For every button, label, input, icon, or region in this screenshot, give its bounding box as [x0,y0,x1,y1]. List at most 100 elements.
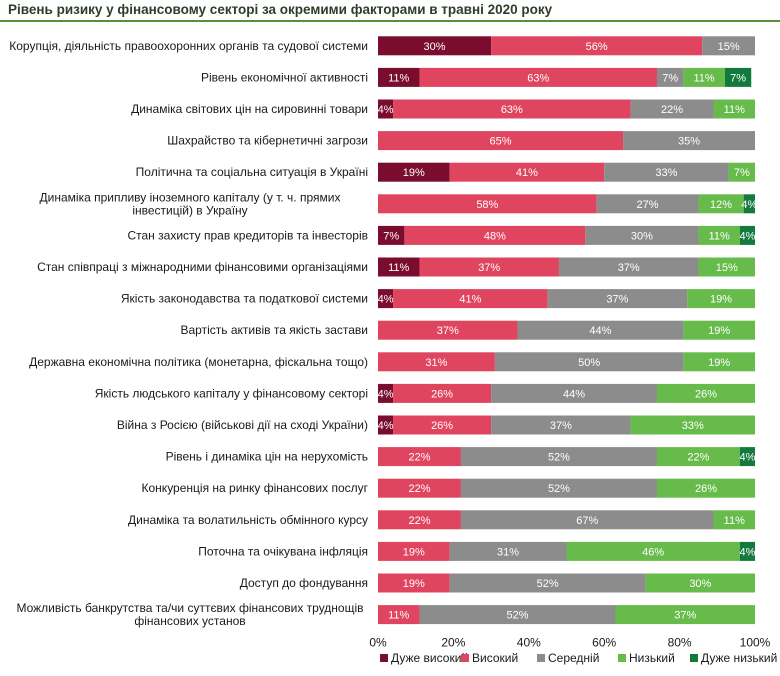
bar-segment [393,383,492,403]
bar-segment [724,67,752,87]
data-label: 37% [550,420,572,432]
data-label: 26% [431,420,453,432]
bar-segment [698,194,744,214]
data-label: 30% [424,41,446,53]
category-label: Вартість активів та якість застави [181,323,369,337]
data-label: 22% [687,452,709,464]
x-tick-label: 100% [740,635,771,649]
bar-segment [687,289,755,309]
data-label: 44% [589,325,611,337]
bar-segment [393,99,631,119]
bar-segment [378,541,450,561]
data-label: 27% [637,199,659,211]
data-label: 15% [716,262,738,274]
bar-segment [656,447,740,467]
bar-segment [630,99,714,119]
data-label: 4% [378,294,394,306]
bar-segment [698,225,740,245]
data-label: 48% [484,230,506,242]
data-label: 22% [408,515,430,527]
data-label: 30% [631,230,653,242]
data-label: 44% [563,388,585,400]
bar-segment [378,257,420,277]
bar-segment [378,289,394,309]
bar-segment [378,194,597,214]
data-label: 19% [708,325,730,337]
data-label: 41% [516,167,538,179]
x-axis: 0% 20% 40% 60% 80% 100% [369,635,770,649]
bar-segment [739,447,755,467]
bar-segment [656,67,684,87]
legend-swatch [690,654,698,662]
bar-segment [378,478,461,498]
data-label: 4% [740,546,756,558]
data-label: 11% [724,104,745,116]
bar-segment [645,573,755,593]
bar-segment [378,352,495,372]
category-label: Державна економічна політика (монетарна,… [29,355,368,369]
bar-segment [460,510,714,530]
bar-segment [419,257,559,277]
data-label: 4% [741,199,757,211]
legend-entry: Низький [629,651,675,665]
data-label: 19% [710,294,732,306]
bar-segment [698,257,755,277]
x-tick-label: 60% [592,635,616,649]
bar-segment [683,67,725,87]
bar-segment [702,36,755,56]
category-label: Можливість банкрутства та/чи суттєвих фі… [16,601,363,628]
bar-segment [656,383,755,403]
data-label: 19% [708,357,730,369]
x-tick-label: 80% [668,635,692,649]
legend-entry: Дуже високий [391,651,468,665]
bar-segment [683,320,755,340]
bar-segment [378,447,461,467]
data-label: 4% [378,420,394,432]
bar-segment [491,383,657,403]
data-label: 4% [378,388,394,400]
bar-segment [393,289,548,309]
data-label: 19% [403,167,425,179]
data-label: 22% [661,104,683,116]
bar-segment [491,36,703,56]
bar-segment [449,162,605,182]
category-label: Стан захисту прав кредиторів та інвестор… [127,228,368,242]
bar-segment [713,510,755,530]
data-label: 26% [695,388,717,400]
bar-segment [404,225,586,245]
bar-segment [683,352,755,372]
data-label: 7% [730,72,746,84]
data-label: 11% [709,230,730,242]
category-label: Динаміка та волатильність обмінного курс… [128,513,368,527]
category-labels: Корупція, діяльність правоохоронних орга… [9,39,368,628]
data-label: 11% [388,72,409,84]
bar-segment [596,194,699,214]
data-label: 67% [576,515,598,527]
bar-segment [491,415,631,435]
bar-segment [494,352,684,372]
data-label: 11% [388,262,409,274]
data-label: 12% [710,199,732,211]
category-label: Рівень і динаміка цін на нерухомість [166,450,368,464]
data-label: 37% [606,294,628,306]
category-label: Динаміка припливу іноземного капіталу (у… [40,190,341,217]
data-label: 33% [682,420,704,432]
bar-segment [378,605,420,625]
legend-swatch [380,654,388,662]
category-label: Рівень економічної активності [201,70,368,84]
category-label: Доступ до фондування [240,576,368,590]
bar-segment [378,131,624,151]
x-tick-label: 20% [441,635,465,649]
bar-segment [460,447,657,467]
bar-segment [615,605,755,625]
bar-segment [393,415,492,435]
bar-segment [378,99,394,119]
legend-swatch [618,654,626,662]
bar-segment [656,478,755,498]
category-label: Війна з Росією (військові дії на сході У… [117,418,368,432]
data-label: 63% [501,104,523,116]
data-label: 4% [740,452,756,464]
chart-title: Рівень ризику у фінансовому секторі за о… [8,2,553,17]
data-label: 7% [383,230,399,242]
